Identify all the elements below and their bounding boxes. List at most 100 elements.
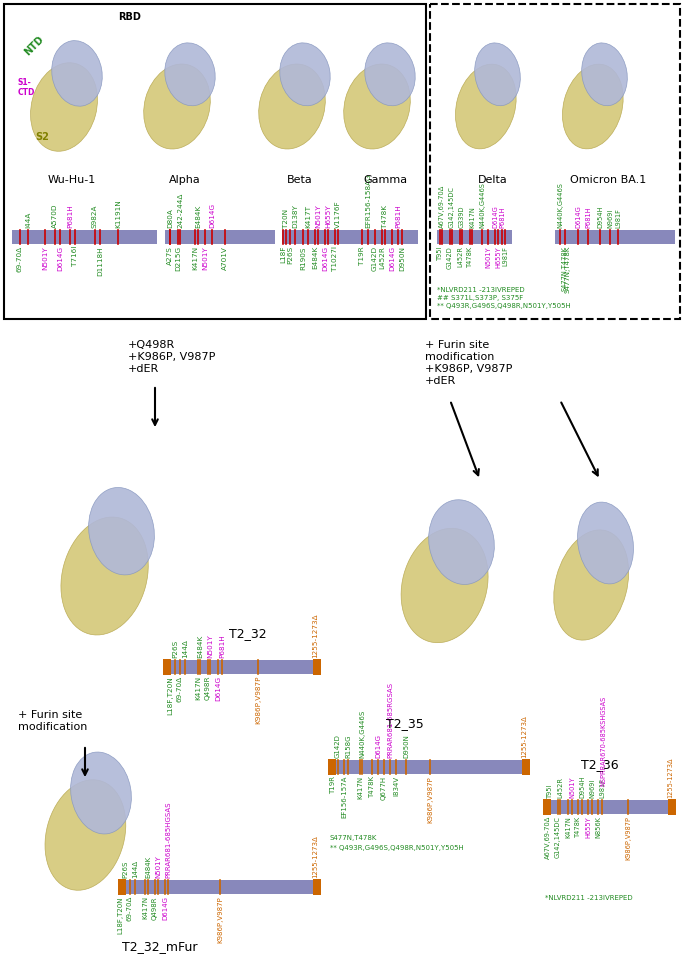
Bar — [282, 230, 397, 244]
Text: T1027I: T1027I — [332, 246, 338, 271]
Text: EF156-157A: EF156-157A — [341, 776, 347, 818]
Text: T2_36: T2_36 — [581, 758, 619, 771]
Text: 1255-1273Δ: 1255-1273Δ — [312, 836, 318, 878]
Text: P681H: P681H — [585, 206, 591, 228]
Text: T2_32: T2_32 — [229, 627, 267, 640]
Text: L18F: L18F — [280, 246, 286, 263]
Text: D614G: D614G — [575, 206, 581, 228]
Ellipse shape — [52, 41, 102, 106]
Text: Alpha: Alpha — [169, 175, 201, 185]
Ellipse shape — [259, 64, 325, 149]
Bar — [313, 879, 321, 895]
Text: Q498R: Q498R — [152, 896, 158, 919]
Text: N856K: N856K — [595, 816, 601, 838]
Text: E484K: E484K — [195, 205, 201, 228]
Text: E484K: E484K — [145, 856, 151, 878]
Bar — [668, 799, 676, 815]
Ellipse shape — [45, 780, 126, 890]
Text: 1255-1273Δ: 1255-1273Δ — [312, 614, 318, 658]
Text: T19R: T19R — [330, 776, 336, 794]
Text: L981F: L981F — [599, 778, 605, 798]
Text: T2_35: T2_35 — [386, 717, 424, 730]
Text: EFR156-158AG: EFR156-158AG — [365, 173, 371, 228]
Text: + Furin site: + Furin site — [425, 340, 489, 350]
Bar — [118, 879, 126, 895]
Ellipse shape — [577, 502, 634, 583]
Text: PRRAR681-685HGSAS: PRRAR681-685HGSAS — [165, 802, 171, 878]
Text: D215G: D215G — [175, 246, 181, 271]
Text: H655Y: H655Y — [325, 205, 331, 228]
Bar — [358, 230, 418, 244]
Text: S477N,T478K: S477N,T478K — [562, 246, 568, 291]
Text: Q677H: Q677H — [381, 776, 387, 800]
Text: 1255-1273Δ: 1255-1273Δ — [667, 758, 673, 798]
Ellipse shape — [144, 64, 210, 149]
Text: T19R: T19R — [359, 246, 365, 265]
Text: K417N: K417N — [565, 816, 571, 838]
Text: K1191N: K1191N — [115, 200, 121, 228]
Text: H655Y: H655Y — [495, 246, 501, 268]
Text: ** Q493R,G496S,Q498R,N501Y,Y505H: ** Q493R,G496S,Q498R,N501Y,Y505H — [330, 845, 464, 851]
Text: V1176F: V1176F — [335, 201, 341, 228]
Text: P681H: P681H — [395, 205, 401, 228]
Text: T478K: T478K — [369, 776, 375, 798]
Text: P26S: P26S — [172, 640, 178, 658]
Ellipse shape — [344, 64, 410, 149]
Bar — [12, 230, 157, 244]
Text: T20N: T20N — [283, 208, 289, 228]
Text: P26S: P26S — [287, 246, 293, 264]
Bar — [165, 660, 320, 674]
Text: 144Δ: 144Δ — [132, 860, 138, 878]
Text: 69-70Δ: 69-70Δ — [17, 246, 23, 272]
Ellipse shape — [456, 64, 516, 149]
Text: Delta: Delta — [478, 175, 508, 185]
Bar — [328, 759, 336, 775]
Text: 1255-1273Δ: 1255-1273Δ — [521, 715, 527, 758]
Text: H655Y: H655Y — [585, 816, 591, 838]
Text: D138Y: D138Y — [292, 205, 298, 228]
Ellipse shape — [165, 43, 215, 106]
Text: D954H: D954H — [597, 206, 603, 228]
Text: modification: modification — [425, 352, 495, 362]
Text: T478K: T478K — [382, 205, 388, 228]
Text: K986P,V987P: K986P,V987P — [625, 816, 631, 860]
Text: Beta: Beta — [287, 175, 313, 185]
Text: K986P,V987P: K986P,V987P — [255, 676, 261, 725]
Text: P26S: P26S — [122, 861, 128, 878]
Text: D950N: D950N — [403, 734, 409, 758]
Bar — [437, 230, 512, 244]
Text: RBD: RBD — [118, 12, 141, 22]
Text: D614G: D614G — [389, 246, 395, 271]
Text: G142D: G142D — [447, 246, 453, 269]
Text: D614G: D614G — [209, 203, 215, 228]
Ellipse shape — [562, 64, 623, 149]
Text: PRRAR681-685RGSAS: PRRAR681-685RGSAS — [387, 682, 393, 758]
Text: A27S: A27S — [167, 246, 173, 265]
Text: D80A: D80A — [167, 208, 173, 228]
Ellipse shape — [88, 488, 154, 575]
Bar — [165, 230, 275, 244]
Text: P681H: P681H — [67, 205, 73, 228]
Ellipse shape — [365, 43, 415, 106]
Text: S2: S2 — [35, 132, 49, 142]
Text: P681H: P681H — [219, 634, 225, 658]
Text: G339D: G339D — [459, 206, 465, 228]
Text: R190S: R190S — [300, 246, 306, 270]
Text: N969I: N969I — [607, 208, 613, 228]
Text: K417N: K417N — [357, 776, 363, 799]
Text: S982A: S982A — [92, 205, 98, 228]
Text: D950N: D950N — [399, 246, 405, 271]
Ellipse shape — [279, 43, 330, 106]
Text: modification: modification — [18, 722, 88, 732]
Text: D614G: D614G — [375, 734, 381, 758]
Text: L981F: L981F — [615, 208, 621, 228]
Bar — [330, 760, 530, 774]
Bar — [120, 880, 320, 894]
Text: N440K,G446S: N440K,G446S — [479, 182, 485, 228]
Text: N501Y: N501Y — [155, 855, 161, 878]
Text: Wu-Hu-1: Wu-Hu-1 — [48, 175, 96, 185]
Text: +dER: +dER — [425, 376, 456, 386]
Text: ## S371L,S373P, S375F: ## S371L,S373P, S375F — [437, 295, 523, 301]
Text: L452R: L452R — [457, 246, 463, 267]
Text: I834V: I834V — [393, 776, 399, 796]
